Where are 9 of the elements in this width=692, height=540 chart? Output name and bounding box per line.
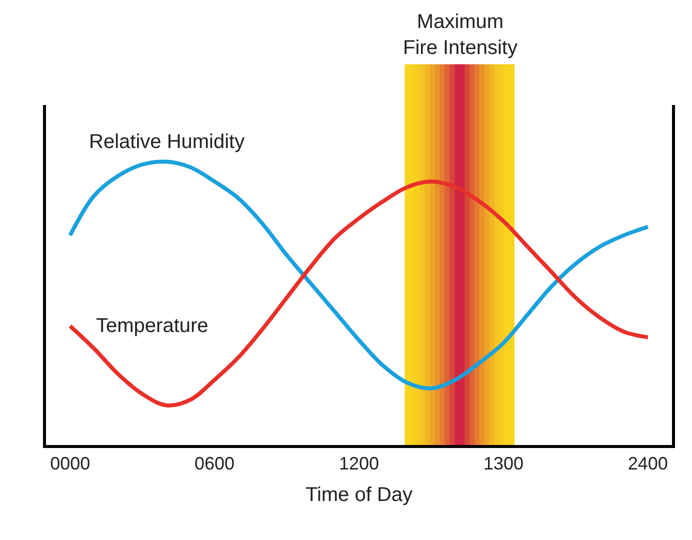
text: Maximum Fire Intensity	[403, 11, 518, 59]
x-tick-label: 1200	[338, 454, 380, 474]
x-axis-title: Time of Day	[305, 484, 413, 506]
x-tick-label: 0600	[194, 454, 235, 474]
x-tick-label: 1300	[483, 454, 524, 474]
x-tick-label: 2400	[628, 454, 668, 474]
series-label: Relative Humidity	[89, 131, 245, 153]
x-tick-label: 0000	[50, 454, 90, 474]
series-label: Temperature	[96, 315, 208, 337]
